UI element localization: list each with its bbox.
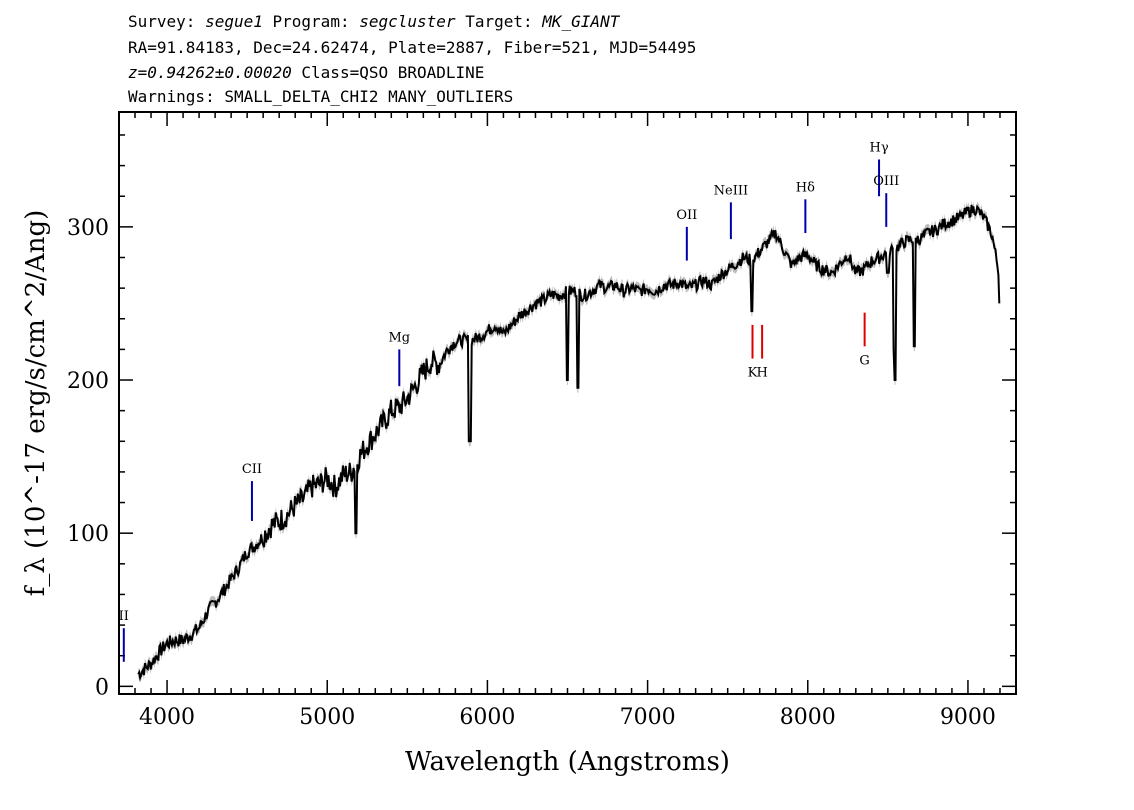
spectrum-line: [137, 204, 1001, 682]
plot-frame: [118, 111, 1017, 695]
survey-label: Survey:: [128, 12, 196, 31]
emission-line-label: Hγ: [869, 140, 888, 155]
emission-line-label: CII: [242, 462, 262, 477]
y-tick-label: 300: [67, 216, 109, 241]
x-tick-label: 7000: [620, 705, 676, 730]
absorption-line-label: H: [756, 366, 767, 381]
y-tick-label: 200: [67, 369, 109, 394]
emission-line-label: Mg: [388, 330, 410, 345]
target-label: Target:: [465, 12, 533, 31]
emission-line-label: OIII: [873, 174, 899, 189]
x-axis-title: Wavelength (Angstroms): [405, 747, 730, 777]
x-tick-label: 8000: [780, 705, 836, 730]
header-line-1: Survey: segue1 Program: segcluster Targe…: [128, 12, 619, 32]
header-line-4: Warnings: SMALL_DELTA_CHI2 MANY_OUTLIERS: [128, 87, 514, 106]
absorption-line-label: K: [748, 366, 758, 381]
redshift-value: z=0.94262±0.00020: [128, 63, 292, 82]
class-value: Class=QSO BROADLINE: [301, 63, 485, 82]
x-tick-label: 6000: [459, 705, 515, 730]
header-line-3: z=0.94262±0.00020 Class=QSO BROADLINE: [128, 63, 484, 83]
survey-value: segue1: [205, 12, 263, 31]
x-tick-label: 4000: [139, 705, 195, 730]
y-tick-label: 100: [67, 522, 109, 547]
emission-line-label: OII: [676, 208, 697, 223]
x-tick-label: 9000: [940, 705, 996, 730]
emission-line-label: II: [119, 609, 129, 624]
header-line-2: RA=91.84183, Dec=24.62474, Plate=2887, F…: [128, 38, 697, 57]
error-band: [138, 199, 1000, 683]
program-label: Program:: [272, 12, 350, 31]
y-axis-title: f_λ (10^-17 erg/s/cm^2/Ang): [21, 210, 51, 596]
x-tick-label: 5000: [299, 705, 355, 730]
y-tick-label: 0: [95, 675, 109, 700]
target-value: MK_GIANT: [542, 12, 620, 31]
program-value: segcluster: [359, 12, 456, 31]
absorption-line-label: G: [859, 353, 869, 368]
emission-line-label: Hδ: [796, 180, 815, 195]
emission-line-label: NeIII: [714, 183, 748, 198]
